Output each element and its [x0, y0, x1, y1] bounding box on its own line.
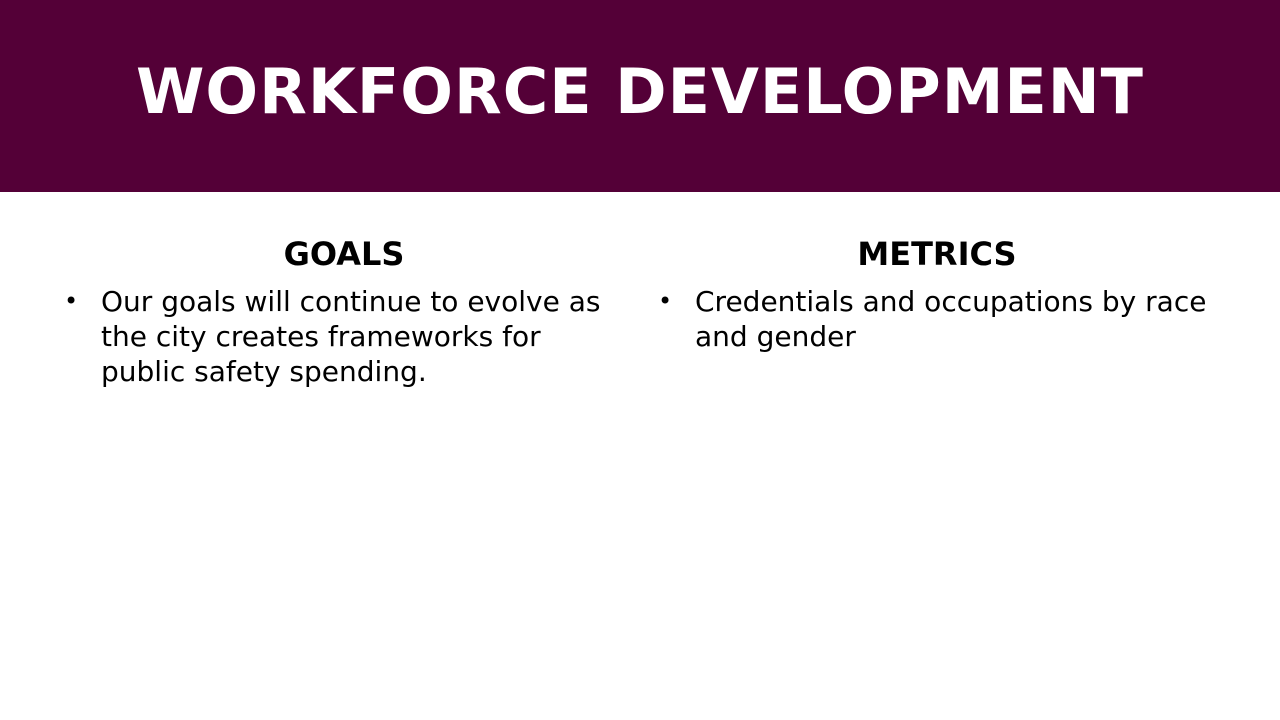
goals-column: GOALS • Our goals will continue to evolv… [60, 232, 628, 389]
goals-list-item: • Our goals will continue to evolve as t… [60, 284, 628, 389]
metrics-item-text: Credentials and occupations by race and … [695, 285, 1207, 353]
metrics-column: METRICS • Credentials and occupations by… [654, 232, 1220, 354]
goals-list: • Our goals will continue to evolve as t… [60, 284, 628, 389]
bullet-icon: • [658, 287, 673, 315]
metrics-list-item: • Credentials and occupations by race an… [654, 284, 1220, 354]
title-bar: WORKFORCE DEVELOPMENT [0, 0, 1280, 192]
metrics-heading: METRICS [857, 235, 1017, 273]
metrics-list: • Credentials and occupations by race an… [654, 284, 1220, 354]
slide-title: WORKFORCE DEVELOPMENT [136, 55, 1144, 128]
bullet-icon: • [64, 287, 79, 315]
goals-item-text: Our goals will continue to evolve as the… [101, 285, 601, 388]
goals-heading: GOALS [283, 235, 405, 273]
